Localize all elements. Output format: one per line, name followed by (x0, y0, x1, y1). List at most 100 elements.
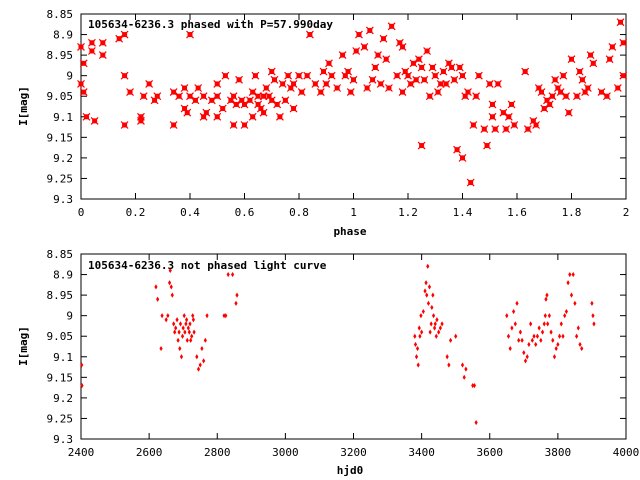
y-tick-label: 8.95 (47, 289, 74, 302)
data-point (182, 313, 186, 319)
data-point (159, 345, 163, 352)
x-tick-label: 3800 (545, 446, 572, 459)
data-point (387, 22, 396, 31)
data-point (543, 313, 547, 319)
data-point (580, 345, 584, 352)
data-point (562, 92, 570, 101)
data-point (169, 121, 178, 129)
data-point (175, 92, 184, 101)
data-point (172, 321, 176, 327)
data-point (447, 63, 456, 72)
data-point (77, 79, 85, 88)
data-point (174, 325, 178, 331)
y-tick-label: 9 (66, 70, 73, 83)
data-point (551, 75, 560, 84)
data-point (412, 75, 421, 84)
x-tick-label: 2 (623, 206, 630, 219)
data-point (561, 333, 565, 339)
data-point (202, 108, 211, 117)
data-point (202, 358, 206, 364)
x-tick-label: 0 (78, 206, 85, 219)
data-point (311, 79, 320, 88)
data-point (521, 67, 530, 76)
data-point (564, 108, 573, 117)
data-point (213, 92, 222, 101)
x-tick-label: 4000 (613, 446, 640, 459)
data-point (232, 100, 241, 109)
data-point (176, 337, 180, 343)
data-points (80, 263, 596, 426)
x-tick-label: 1.2 (398, 206, 418, 219)
data-point (491, 125, 500, 134)
x-tick-label: 0.6 (235, 206, 255, 219)
data-point (544, 296, 548, 302)
data-point (505, 313, 509, 319)
data-point (120, 121, 129, 129)
y-tick-label: 8.85 (47, 8, 74, 21)
data-point (184, 317, 189, 323)
data-point (559, 321, 563, 327)
data-point (434, 333, 438, 339)
data-point (327, 71, 336, 80)
data-point (240, 121, 249, 129)
y-tick-label: 8.9 (53, 29, 73, 42)
data-point (417, 141, 426, 150)
x-tick-label: 1.4 (453, 206, 473, 219)
data-point (453, 145, 461, 154)
data-point (549, 329, 553, 335)
data-point (234, 300, 238, 306)
data-point (426, 263, 430, 269)
data-point (267, 96, 276, 105)
data-point (248, 88, 257, 97)
data-point (270, 75, 279, 84)
data-point (98, 38, 107, 47)
data-point (619, 38, 628, 47)
data-point (423, 288, 427, 294)
unphased-light-curve-panel: 8.85 8.9 8.95 9 9.05 9.1 9.15 9.2 9.25 9.3 2400 26… (17, 248, 639, 477)
data-point (530, 337, 534, 343)
data-point (542, 321, 546, 327)
data-point (488, 112, 497, 121)
data-point (305, 30, 314, 39)
data-point (426, 300, 431, 306)
data-point (289, 104, 298, 113)
data-point (295, 71, 303, 80)
tick-marks (80, 13, 627, 200)
data-point (458, 71, 467, 80)
data-point (184, 321, 188, 327)
data-point (575, 67, 584, 76)
data-point (429, 321, 433, 327)
data-point (355, 30, 363, 39)
data-point (183, 329, 187, 335)
x-tick-label: 1.8 (562, 206, 582, 219)
data-point (540, 104, 549, 113)
data-point (474, 71, 483, 80)
data-point (259, 108, 268, 117)
y-tick-label: 9.3 (53, 433, 73, 446)
data-point (120, 30, 129, 39)
data-point (194, 84, 203, 92)
x-tick-label: 0.8 (289, 206, 309, 219)
x-tick-labels: 2400 2600 2800 3000 3200 3400 3600 3800 4000 (68, 446, 640, 459)
data-point (188, 321, 192, 327)
data-point (289, 79, 298, 88)
data-point (160, 313, 164, 319)
data-point (226, 271, 230, 278)
data-point (566, 280, 570, 286)
data-point (464, 88, 472, 97)
data-point (398, 88, 407, 97)
data-point (573, 300, 577, 306)
data-point (494, 79, 502, 88)
data-point (466, 178, 475, 187)
data-point (427, 284, 432, 290)
data-point (398, 42, 407, 51)
data-point (414, 55, 423, 64)
data-point (428, 63, 437, 72)
data-point (472, 382, 477, 389)
data-point (352, 47, 361, 55)
data-point (592, 321, 596, 327)
data-point (603, 92, 611, 101)
data-point (431, 71, 440, 80)
data-point (180, 84, 189, 92)
